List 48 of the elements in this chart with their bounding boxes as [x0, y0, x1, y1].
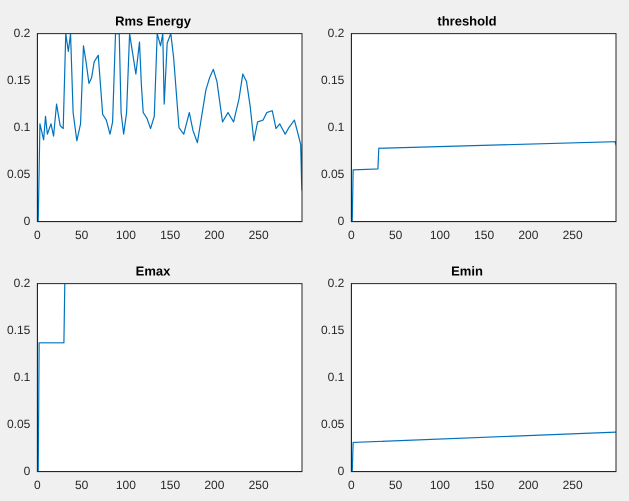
y-tick-label: 0.15: [320, 72, 345, 87]
x-tick-label: 0: [348, 478, 356, 492]
y-tick-label: 0.2: [328, 26, 345, 40]
x-tick-label: 50: [74, 228, 89, 242]
x-tick-label: 0: [34, 478, 42, 492]
y-tick-label: 0.2: [14, 276, 31, 290]
x-tick-label: 150: [160, 478, 180, 492]
x-tick-label: 100: [430, 228, 450, 242]
x-tick-label: 100: [430, 478, 450, 492]
y-tick-label: 0.1: [14, 120, 31, 134]
y-tick-label: 0.2: [328, 276, 345, 290]
x-tick-label: 200: [204, 228, 225, 242]
x-tick-label: 200: [204, 478, 225, 492]
y-tick-label: 0.15: [6, 322, 31, 337]
y-tick-label: 0.05: [320, 166, 345, 181]
chart-title: Rms Energy: [115, 13, 192, 28]
chart-title: Emax: [136, 263, 172, 278]
y-tick-label: 0: [338, 214, 345, 228]
x-tick-label: 100: [116, 478, 136, 492]
y-tick-label: 0: [338, 464, 345, 478]
y-tick-label: 0: [24, 214, 31, 228]
y-tick-label: 0.15: [320, 322, 345, 337]
x-tick-label: 50: [74, 478, 89, 492]
chart-title: Emin: [451, 263, 483, 278]
x-tick-label: 250: [248, 478, 269, 492]
chart-title: threshold: [437, 13, 497, 28]
y-tick-label: 0.1: [14, 370, 31, 384]
y-tick-label: 0.05: [6, 166, 31, 181]
y-tick-label: 0.15: [6, 72, 31, 87]
x-tick-label: 50: [388, 478, 403, 492]
x-tick-label: 50: [388, 228, 403, 242]
x-tick-label: 150: [474, 228, 494, 242]
x-tick-label: 150: [474, 478, 494, 492]
x-tick-label: 0: [34, 228, 42, 242]
x-tick-label: 250: [562, 228, 583, 242]
x-tick-label: 100: [116, 228, 136, 242]
y-tick-label: 0: [24, 464, 31, 478]
x-tick-label: 250: [562, 478, 583, 492]
y-tick-label: 0.05: [320, 416, 345, 431]
x-tick-label: 150: [160, 228, 180, 242]
y-tick-label: 0.2: [14, 26, 31, 40]
x-tick-label: 200: [518, 228, 539, 242]
x-tick-label: 0: [348, 228, 356, 242]
y-tick-label: 0.05: [6, 416, 31, 431]
y-tick-label: 0.1: [328, 120, 345, 134]
x-tick-label: 250: [248, 228, 269, 242]
x-tick-label: 200: [518, 478, 539, 492]
y-tick-label: 0.1: [328, 370, 345, 384]
